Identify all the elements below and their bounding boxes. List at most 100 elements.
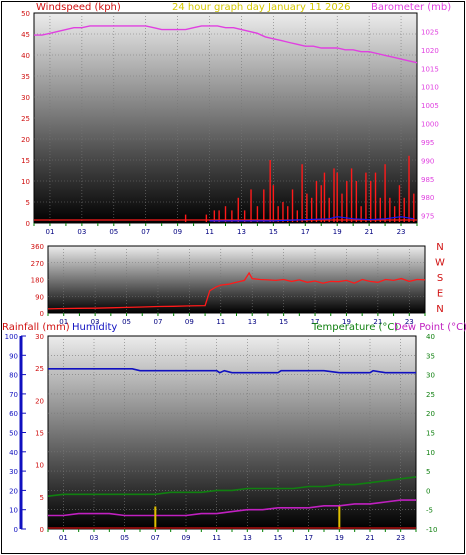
dewpoint-axis-title: Dew Point (°C) <box>394 322 466 333</box>
wind-tick-label: 35 <box>21 73 30 81</box>
wind-axis-title: Windspeed (kph) <box>36 2 121 13</box>
temperature-tick-label: 40 <box>426 333 435 341</box>
dewpoint-line <box>48 499 416 517</box>
x-tick-label: 21 <box>365 228 374 236</box>
humidity-tick-label: 70 <box>9 391 18 399</box>
x-tick-label: 17 <box>301 228 310 236</box>
humidity-axis-ticks: 0 10 20 30 40 50 60 70 80 90 100 <box>5 333 26 534</box>
graph-title: 24 hour graph day January 11 2026 <box>172 2 350 13</box>
temperature-tick-label: 35 <box>426 352 435 360</box>
rainfall-tick-label: 5 <box>40 494 44 502</box>
humidity-axis-title: Humidity <box>72 322 117 333</box>
x-tick-label: 21 <box>366 534 375 542</box>
direction-series <box>47 271 426 310</box>
wind-tick-label: 45 <box>21 31 30 39</box>
temp-x-ticks: 01 03 05 07 09 11 13 15 17 19 21 23 <box>47 529 417 542</box>
wind-tick-label: 20 <box>21 136 30 144</box>
baro-tick-label: 980 <box>421 194 434 202</box>
x-tick-label: 19 <box>335 534 344 542</box>
humidity-tick-label: 90 <box>9 352 18 360</box>
x-tick-label: 01 <box>59 318 68 326</box>
wind-tick-label: 15 <box>21 157 30 165</box>
baro-tick-label: 985 <box>421 176 434 184</box>
x-tick-label: 01 <box>45 228 54 236</box>
temperature-tick-label: 30 <box>426 372 435 380</box>
wind-direction-line <box>47 271 426 310</box>
wind-tick-label: 0 <box>26 220 30 228</box>
rainfall-axis-title: Rainfall (mm) <box>2 322 70 333</box>
direction-degree-label: 90 <box>35 293 44 301</box>
x-tick-label: 03 <box>90 534 99 542</box>
x-tick-label: 05 <box>122 318 131 326</box>
direction-degree-label: 270 <box>31 260 44 268</box>
x-tick-label: 05 <box>120 534 129 542</box>
x-tick-label: 11 <box>205 228 214 236</box>
compass-label: S <box>437 273 443 284</box>
temperature-tick-label: -10 <box>426 526 437 534</box>
direction-x-ticks: 01 03 05 07 09 11 13 15 17 19 21 23 <box>47 313 426 326</box>
baro-axis-ticks: 975 980 985 990 995 1000 1005 1010 1015 1020 1025 <box>421 28 439 220</box>
baro-tick-label: 1020 <box>421 47 439 55</box>
humidity-line <box>48 367 416 374</box>
baro-tick-label: 990 <box>421 157 434 165</box>
temperature-line <box>47 476 417 497</box>
x-tick-label: 15 <box>274 534 283 542</box>
x-tick-label: 09 <box>185 318 194 326</box>
x-tick-label: 11 <box>216 318 225 326</box>
compass-label: E <box>437 289 443 300</box>
x-tick-label: 07 <box>141 228 150 236</box>
rainfall-tick-label: 20 <box>35 397 44 405</box>
x-tick-label: 15 <box>279 318 288 326</box>
temperature-axis-title: Temperature (°C) <box>311 322 398 333</box>
x-tick-label: 21 <box>373 318 382 326</box>
temperature-tick-label: 20 <box>426 410 435 418</box>
x-tick-label: 17 <box>304 534 313 542</box>
humidity-tick-label: 10 <box>9 507 18 515</box>
x-tick-label: 19 <box>342 318 351 326</box>
baro-axis-title: Barometer (mb) <box>371 2 451 13</box>
wind-tick-label: 40 <box>21 52 30 60</box>
temp-humidity-series <box>47 367 417 529</box>
x-tick-label: 09 <box>173 228 182 236</box>
rainfall-axis-ticks: 0 5 10 15 20 25 30 <box>35 333 44 534</box>
baro-tick-label: 1005 <box>421 102 439 110</box>
compass-label: W <box>435 258 445 269</box>
wind-tick-label: 5 <box>26 199 30 207</box>
baro-tick-label: 1025 <box>421 28 439 36</box>
gust-line <box>209 216 414 222</box>
humidity-tick-label: 0 <box>14 526 18 534</box>
wind-x-ticks: 01 03 05 07 09 11 13 15 17 19 21 23 <box>33 223 418 236</box>
temperature-axis-ticks: -10 -5 0 5 10 15 20 25 30 35 40 <box>426 333 437 534</box>
rainfall-tick-label: 30 <box>35 333 44 341</box>
temperature-tick-label: 15 <box>426 430 435 438</box>
humidity-tick-label: 40 <box>9 449 18 457</box>
x-tick-label: 05 <box>109 228 118 236</box>
x-tick-label: 11 <box>212 534 221 542</box>
temperature-tick-label: 0 <box>426 487 430 495</box>
wind-tick-label: 30 <box>21 94 30 102</box>
baro-tick-label: 995 <box>421 139 434 147</box>
x-tick-label: 07 <box>151 534 160 542</box>
rainfall-tick-label: 25 <box>35 365 44 373</box>
compass-label: N <box>436 304 443 315</box>
x-tick-label: 13 <box>237 228 246 236</box>
humidity-tick-label: 20 <box>9 487 18 495</box>
temperature-tick-label: 25 <box>426 391 435 399</box>
rainfall-tick-label: 10 <box>35 462 44 470</box>
temperature-tick-label: -5 <box>426 507 433 515</box>
wind-tick-label: 50 <box>21 10 30 18</box>
compass-label: N <box>436 242 443 253</box>
direction-degree-ticks: 0 90 180 270 360 <box>31 243 44 318</box>
baro-tick-label: 1015 <box>421 65 439 73</box>
x-tick-label: 09 <box>182 534 191 542</box>
x-tick-label: 23 <box>396 534 405 542</box>
direction-degree-label: 360 <box>31 243 44 251</box>
humidity-tick-label: 80 <box>9 372 18 380</box>
x-tick-label: 13 <box>243 534 252 542</box>
x-tick-label: 15 <box>269 228 278 236</box>
baro-tick-label: 975 <box>421 213 434 221</box>
wind-baro-grid <box>34 13 417 223</box>
